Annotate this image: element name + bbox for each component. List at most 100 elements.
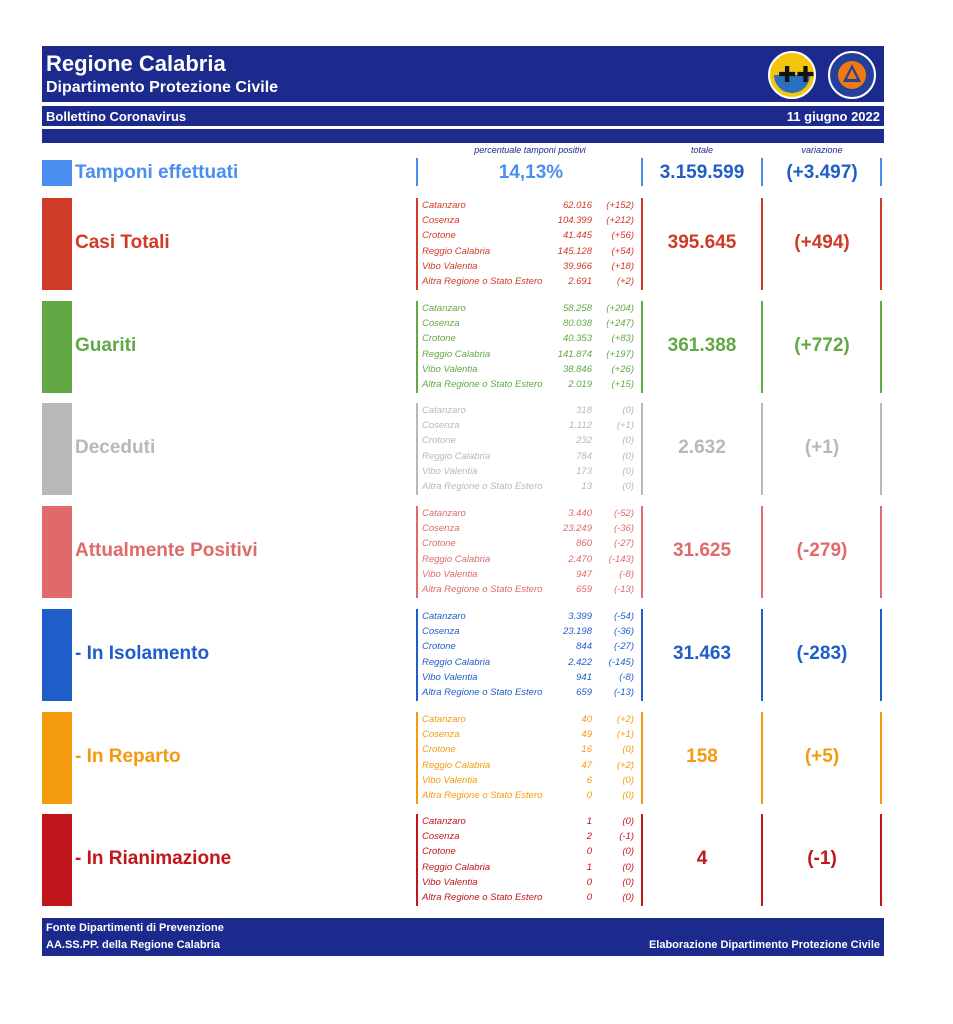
province-name: Cosenza — [422, 729, 460, 741]
footer-elaboration: Elaborazione Dipartimento Protezione Civ… — [648, 939, 880, 951]
divider — [880, 403, 882, 495]
tamponi-swatch — [42, 160, 72, 186]
province-value: 659 — [576, 686, 592, 698]
province-row: Catanzaro 40 (+2) — [420, 712, 638, 727]
section-label: Deceduti — [75, 437, 156, 458]
divider — [416, 814, 418, 906]
province-delta: (0) — [622, 435, 634, 447]
section-swatch — [42, 403, 72, 495]
province-value: 49 — [581, 729, 592, 741]
province-row: Vibo Valentia 39.966 (+18) — [420, 259, 638, 274]
divider — [641, 814, 643, 906]
divider — [761, 301, 763, 393]
province-name: Catanzaro — [422, 405, 466, 416]
province-value: 40 — [581, 714, 592, 725]
province-value: 173 — [576, 465, 592, 477]
section-swatch — [42, 301, 72, 393]
section-swatch — [42, 712, 72, 804]
section-swatch — [42, 506, 72, 598]
province-value: 318 — [576, 405, 592, 416]
province-value: 23.198 — [562, 626, 592, 638]
province-row: Altra Regione o Stato Estero 659 (-13) — [420, 582, 638, 597]
province-value: 145.128 — [557, 245, 592, 257]
province-table: Catanzaro 62.016 (+152) Cosenza 104.399 (+212… — [420, 198, 638, 289]
footer-source-line2: AA.SS.PP. della Regione Calabria — [46, 939, 221, 951]
province-name: Crotone — [422, 846, 456, 858]
divider — [641, 301, 643, 393]
province-row: Crotone 40.353 (+83) — [420, 331, 638, 346]
province-row: Altra Regione o Stato Estero 2.691 (+2) — [420, 274, 638, 289]
divider — [641, 506, 643, 598]
section-total: 4 — [696, 848, 708, 869]
province-delta: (0) — [622, 774, 634, 786]
section-variation: (+494) — [794, 232, 850, 253]
divider — [416, 158, 418, 186]
divider — [416, 609, 418, 701]
province-row: Cosenza 1.112 (+1) — [420, 418, 638, 433]
province-value: 844 — [576, 641, 592, 653]
province-table: Catanzaro 3.440 (-52) Cosenza 23.249 (-36) Cro… — [420, 506, 638, 597]
section-5: - In Reparto Catanzaro 40 (+2) Cosenza 49 (+1)… — [42, 712, 884, 804]
province-value: 1 — [586, 816, 592, 827]
province-name: Catanzaro — [422, 508, 466, 519]
province-table: Catanzaro 58.258 (+204) Cosenza 80.038 (+247)… — [420, 301, 638, 392]
province-row: Reggio Calabria 141.874 (+197) — [420, 347, 638, 362]
province-delta: (+1) — [616, 729, 634, 741]
divider — [880, 712, 882, 804]
province-delta: (-36) — [613, 626, 634, 638]
province-name: Cosenza — [422, 420, 460, 432]
province-delta: (0) — [622, 480, 634, 492]
svg-text:✚✚: ✚✚ — [778, 63, 814, 88]
province-delta: (+197) — [606, 348, 634, 360]
province-name: Altra Regione o Stato Estero — [422, 480, 543, 492]
province-name: Reggio Calabria — [422, 656, 491, 668]
province-row: Altra Regione o Stato Estero 0 (0) — [420, 788, 638, 803]
section-6: - In Rianimazione Catanzaro 1 (0) Cosenza 2 (-… — [42, 814, 884, 906]
province-row: Catanzaro 3.399 (-54) — [420, 609, 638, 624]
divider — [880, 814, 882, 906]
province-name: Altra Regione o Stato Estero — [422, 789, 543, 801]
section-0: Casi Totali Catanzaro 62.016 (+152) Cosenza 1… — [42, 198, 884, 290]
province-name: Crotone — [422, 538, 456, 550]
divider — [641, 198, 643, 290]
column-header-variation: variazione — [801, 145, 843, 155]
province-row: Catanzaro 62.016 (+152) — [420, 198, 638, 213]
section-swatch — [42, 609, 72, 701]
province-name: Catanzaro — [422, 816, 466, 827]
divider — [880, 158, 882, 186]
province-value: 2.019 — [568, 378, 592, 390]
province-name: Vibo Valentia — [422, 774, 478, 786]
divider — [761, 814, 763, 906]
province-delta: (+212) — [606, 215, 634, 227]
province-row: Reggio Calabria 47 (+2) — [420, 758, 638, 773]
section-label: Casi Totali — [75, 232, 170, 253]
province-row: Crotone 16 (0) — [420, 742, 638, 757]
province-delta: (+26) — [611, 363, 634, 375]
separator-bar — [42, 129, 884, 143]
calabria-coat-of-arms-icon: ✚✚ — [768, 51, 816, 99]
divider — [641, 158, 643, 186]
province-delta: (-13) — [613, 583, 634, 595]
province-name: Reggio Calabria — [422, 348, 491, 360]
section-total: 31.463 — [672, 643, 732, 664]
province-row: Vibo Valentia 6 (0) — [420, 773, 638, 788]
province-row: Vibo Valentia 941 (-8) — [420, 670, 638, 685]
province-delta: (+83) — [611, 333, 634, 345]
province-name: Catanzaro — [422, 611, 466, 622]
province-value: 784 — [576, 450, 592, 462]
province-table: Catanzaro 1 (0) Cosenza 2 (-1) Crotone 0 (0) Regg… — [420, 814, 638, 905]
section-variation: (-279) — [796, 540, 848, 561]
province-row: Cosenza 23.249 (-36) — [420, 521, 638, 536]
province-delta: (0) — [622, 846, 634, 858]
section-4: - In Isolamento Catanzaro 3.399 (-54) Cosenz… — [42, 609, 884, 701]
province-delta: (+2) — [616, 759, 634, 771]
footer-banner: Fonte Dipartimenti di Prevenzione AA.SS.… — [42, 918, 884, 956]
province-row: Crotone 0 (0) — [420, 844, 638, 859]
divider — [880, 506, 882, 598]
province-value: 0 — [586, 876, 592, 888]
province-delta: (-52) — [613, 508, 634, 519]
province-name: Reggio Calabria — [422, 553, 491, 565]
divider — [641, 403, 643, 495]
divider — [416, 712, 418, 804]
province-delta: (0) — [622, 861, 634, 873]
